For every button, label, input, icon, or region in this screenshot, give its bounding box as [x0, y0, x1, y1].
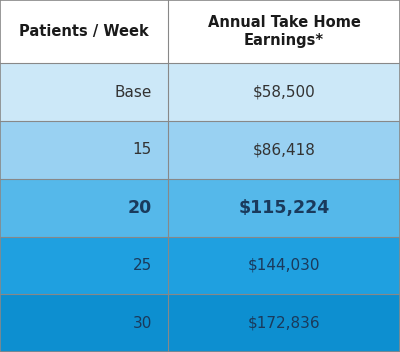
Bar — [0, 63, 400, 121]
Bar — [0, 294, 400, 352]
Bar — [0, 237, 400, 294]
Text: $144,030: $144,030 — [248, 258, 320, 273]
Bar — [0, 0, 400, 63]
Text: $115,224: $115,224 — [238, 199, 330, 217]
Text: $58,500: $58,500 — [253, 85, 315, 100]
Text: Annual Take Home
Earnings*: Annual Take Home Earnings* — [208, 15, 360, 48]
Text: Patients / Week: Patients / Week — [19, 24, 149, 39]
Bar — [0, 121, 400, 179]
Text: $86,418: $86,418 — [252, 143, 316, 157]
Text: $172,836: $172,836 — [248, 316, 320, 331]
Text: 30: 30 — [133, 316, 152, 331]
Text: 20: 20 — [128, 199, 152, 217]
Text: Base: Base — [115, 85, 152, 100]
Text: 25: 25 — [133, 258, 152, 273]
Text: 15: 15 — [133, 143, 152, 157]
Bar — [0, 179, 400, 237]
